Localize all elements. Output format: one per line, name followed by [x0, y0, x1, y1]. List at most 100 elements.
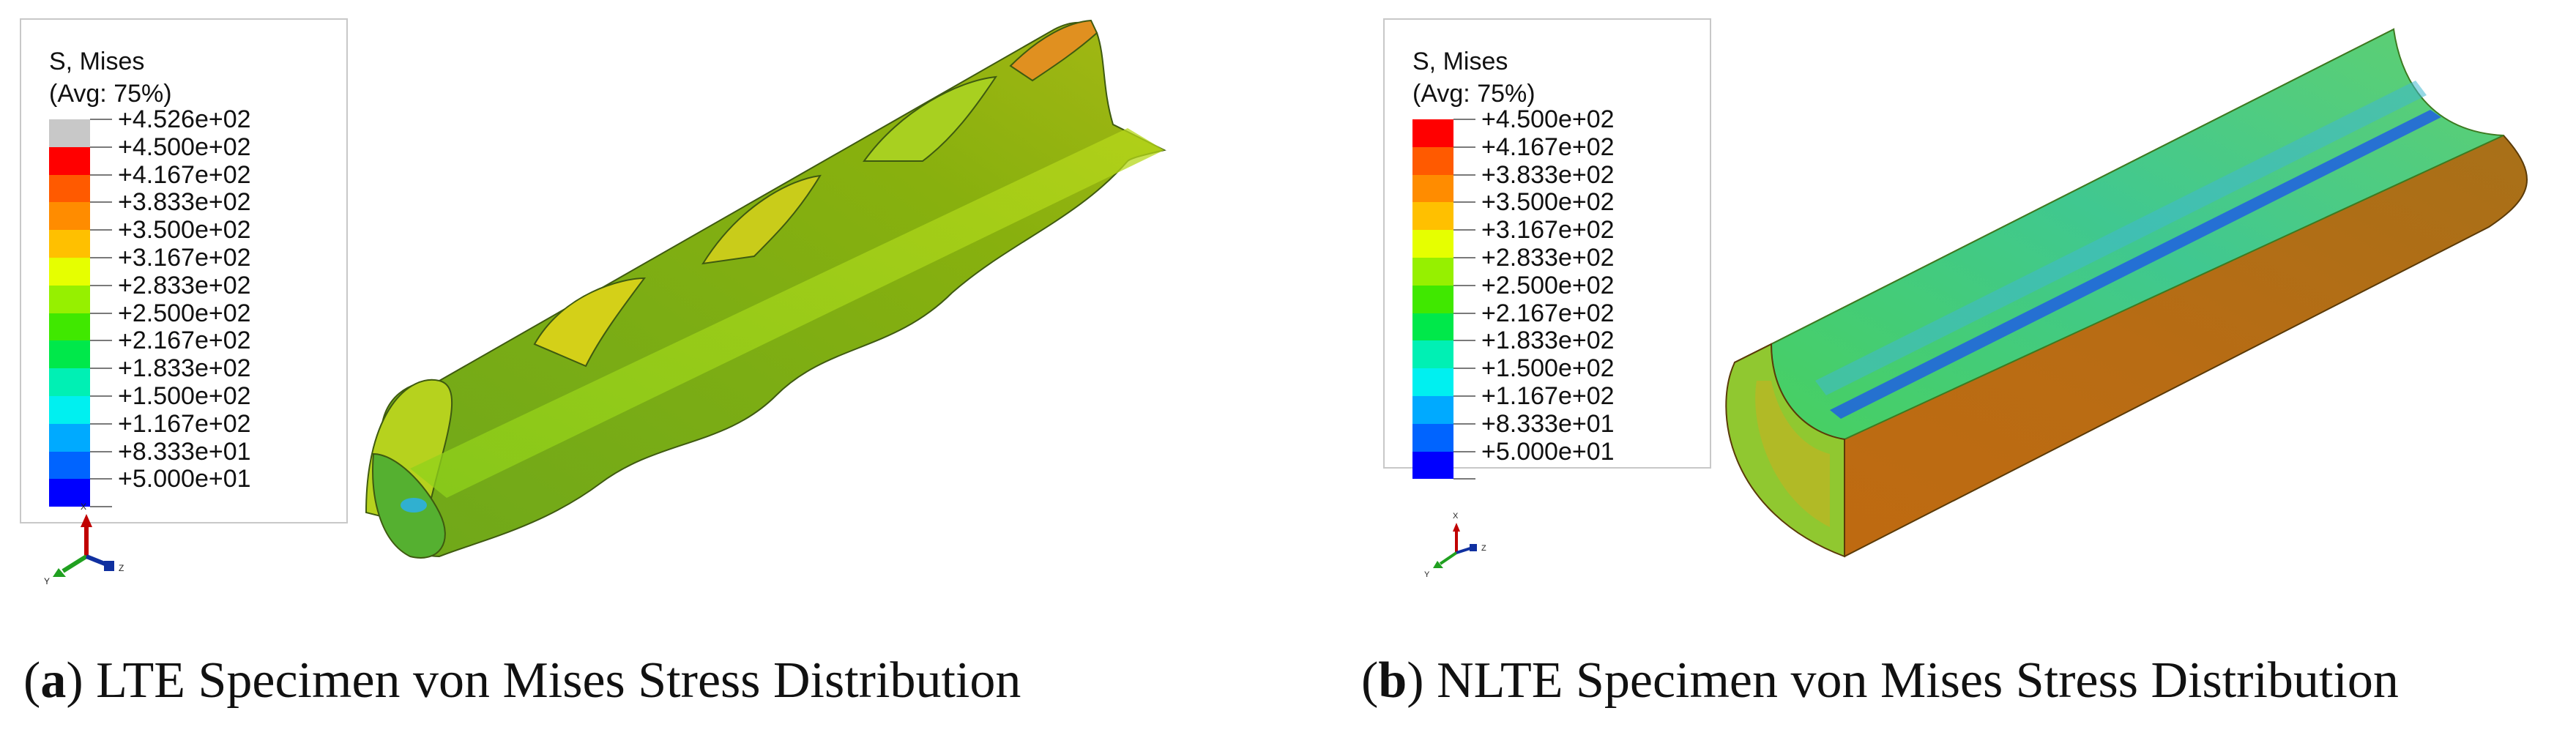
legend-tick	[90, 312, 112, 314]
nlte-end-detail	[1755, 381, 1830, 527]
lte-specimen-render	[365, 19, 1166, 559]
legend-swatch	[1412, 230, 1453, 258]
legend-tick	[90, 174, 112, 176]
nlte-stripe	[1830, 110, 2441, 419]
legend-swatch	[49, 368, 90, 396]
lte-band	[410, 128, 1164, 498]
axis-y-label: Y	[44, 576, 50, 586]
legend-swatch	[1412, 368, 1453, 396]
caption-letter: a	[40, 652, 67, 709]
axis-y-label: Y	[1424, 570, 1430, 579]
legend-label: +5.000e+01	[1481, 437, 1615, 466]
legend-label: +3.167e+02	[118, 244, 251, 272]
legend-label: +5.000e+01	[118, 465, 251, 493]
legend-title: S, Mises	[49, 48, 145, 75]
legend-swatch	[1412, 285, 1453, 313]
legend-swatch	[1412, 313, 1453, 341]
legend-label: +3.500e+02	[1481, 188, 1615, 217]
legend-label: +4.500e+02	[1481, 105, 1615, 133]
legend-title: S, Mises	[1412, 48, 1508, 75]
legend-tick	[90, 229, 112, 231]
legend-tick	[1453, 119, 1475, 120]
legend-tick	[1453, 395, 1475, 397]
legend-swatch	[1412, 423, 1453, 452]
caption-text: LTE Specimen von Mises Stress Distributi…	[83, 652, 1021, 709]
legend-tick	[90, 284, 112, 286]
caption-a: (a) LTE Specimen von Mises Stress Distri…	[23, 652, 1021, 709]
legend-tick	[90, 201, 112, 204]
axis-z-label: Z	[1481, 544, 1486, 553]
legend-label: +3.833e+02	[118, 188, 251, 217]
legend-label: +2.833e+02	[118, 271, 251, 299]
stress-legend-a: S, Mises (Avg: 75%) +4.526e+02 +4.500e+02…	[20, 18, 348, 523]
legend-label: +1.833e+02	[118, 354, 251, 383]
legend-label: +4.500e+02	[118, 133, 251, 161]
stress-legend-b: S, Mises (Avg: 75%) +4.500e+02 +4.167e+02…	[1383, 18, 1711, 480]
legend-tick	[1453, 478, 1475, 480]
legend-swatch	[49, 230, 90, 258]
legend-swatch	[49, 258, 90, 286]
legend-label: +2.167e+02	[1481, 299, 1615, 327]
axis-x-label: X	[81, 502, 86, 512]
legend-label: +1.500e+02	[1481, 354, 1615, 383]
legend-label: +4.526e+02	[118, 105, 251, 133]
legend-swatch	[1412, 174, 1453, 203]
legend-tick	[1453, 201, 1475, 204]
legend-swatch	[1412, 451, 1453, 480]
legend-tick	[1453, 146, 1475, 148]
legend-tick	[1453, 229, 1475, 231]
legend-label: +3.833e+02	[1481, 160, 1615, 189]
legend-label: +4.167e+02	[1481, 133, 1615, 161]
legend-swatch	[49, 119, 90, 147]
legend-swatch	[49, 146, 90, 175]
lte-lobe	[1009, 19, 1098, 82]
legend-tick	[90, 257, 112, 258]
legend-swatch	[1412, 202, 1453, 231]
legend-tick	[1453, 340, 1475, 342]
axis-triad-a: X Y Z	[44, 502, 124, 586]
legend-swatch	[49, 423, 90, 452]
legend-label: +8.333e+01	[118, 437, 251, 466]
legend-tick	[1453, 257, 1475, 258]
legend-swatch	[49, 451, 90, 480]
legend-tick	[1453, 312, 1475, 314]
legend-tick	[90, 422, 112, 425]
legend-swatch	[49, 340, 90, 369]
panel-a: S, Mises (Avg: 75%) +4.526e+02 +4.500e+02…	[20, 18, 1166, 709]
panel-b: S, Mises (Avg: 75%) +4.500e+02 +4.167e+02…	[1288, 0, 2576, 738]
legend-label: +2.833e+02	[1481, 244, 1615, 272]
legend-tick	[1453, 284, 1475, 286]
legend-tick	[1453, 422, 1475, 425]
legend-tick	[90, 450, 112, 452]
legend-tick	[90, 340, 112, 342]
legend-swatch	[49, 479, 90, 507]
lte-lobe	[701, 174, 822, 265]
lte-lobe	[533, 277, 647, 368]
legend-tick	[90, 368, 112, 370]
legend-label: +1.167e+02	[118, 409, 251, 438]
legend-label: +2.500e+02	[1481, 271, 1615, 299]
legend-swatch	[1412, 119, 1453, 147]
legend-swatch	[1412, 146, 1453, 175]
caption-b: (b) NLTE Specimen von Mises Stress Distr…	[1361, 652, 2399, 709]
legend-tick	[1453, 368, 1475, 370]
legend-swatch	[49, 313, 90, 341]
legend-tick	[90, 478, 112, 480]
legend-swatch	[49, 396, 90, 424]
legend-swatch	[1412, 340, 1453, 369]
legend-subtitle: (Avg: 75%)	[49, 80, 172, 108]
axis-x-label: X	[1453, 512, 1459, 521]
caption-letter: b	[1378, 652, 1407, 709]
lte-body	[379, 21, 1166, 558]
legend-tick	[90, 119, 112, 120]
nlte-specimen-render	[1725, 28, 2528, 558]
legend-label: +3.500e+02	[118, 216, 251, 245]
lte-lobe	[863, 75, 998, 162]
legend-label: +2.500e+02	[118, 299, 251, 327]
nlte-stripe-light	[1815, 81, 2427, 395]
lte-hotspot	[401, 498, 427, 512]
legend-tick	[90, 395, 112, 397]
legend-label: +2.167e+02	[118, 327, 251, 355]
legend-tick	[1453, 450, 1475, 452]
legend-swatch	[1412, 396, 1453, 424]
